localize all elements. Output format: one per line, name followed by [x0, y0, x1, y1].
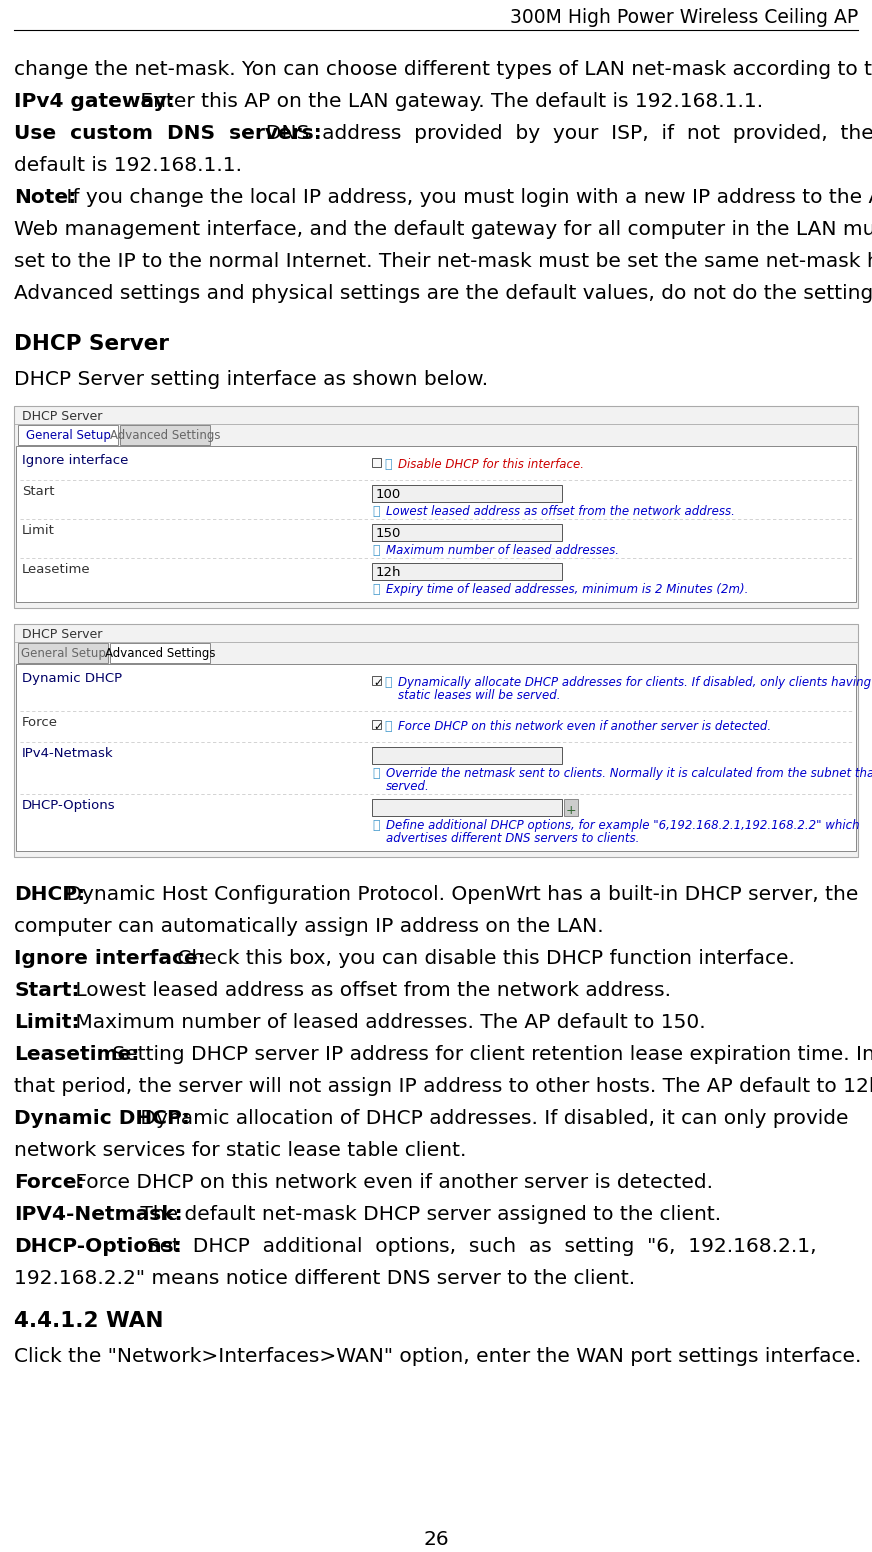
Text: that period, the server will not assign IP address to other hosts. The AP defaul: that period, the server will not assign … [14, 1077, 872, 1096]
FancyBboxPatch shape [14, 624, 858, 857]
Text: Dynamic DHCP:: Dynamic DHCP: [14, 1110, 190, 1128]
Text: Limit:: Limit: [14, 1013, 79, 1032]
Text: +: + [566, 804, 576, 816]
Text: default is 192.168.1.1.: default is 192.168.1.1. [14, 157, 242, 175]
Text: ⓘ: ⓘ [384, 677, 392, 689]
Text: Set  DHCP  additional  options,  such  as  setting  "6,  192.168.2.1,: Set DHCP additional options, such as set… [133, 1237, 816, 1256]
Text: served.: served. [386, 781, 430, 793]
Text: computer can automatically assign IP address on the LAN.: computer can automatically assign IP add… [14, 917, 603, 936]
Text: ⓘ: ⓘ [384, 458, 392, 470]
Text: ⓘ: ⓘ [372, 584, 379, 596]
Text: DHCP-Options: DHCP-Options [22, 799, 116, 812]
Text: ⓘ: ⓘ [384, 720, 392, 733]
FancyBboxPatch shape [564, 799, 578, 816]
Text: IPv4-Netmask: IPv4-Netmask [22, 747, 113, 760]
Text: Dynamic allocation of DHCP addresses. If disabled, it can only provide: Dynamic allocation of DHCP addresses. If… [133, 1110, 848, 1128]
Text: DHCP Server: DHCP Server [14, 334, 169, 354]
FancyBboxPatch shape [372, 747, 562, 764]
FancyBboxPatch shape [16, 445, 856, 602]
FancyBboxPatch shape [372, 677, 381, 684]
FancyBboxPatch shape [372, 525, 562, 542]
FancyBboxPatch shape [372, 458, 381, 467]
Text: Dynamic Host Configuration Protocol. OpenWrt has a built-in DHCP server, the: Dynamic Host Configuration Protocol. Ope… [60, 885, 858, 903]
Text: Maximum number of leased addresses.: Maximum number of leased addresses. [386, 545, 619, 557]
Text: IPV4-Netmask:: IPV4-Netmask: [14, 1204, 182, 1225]
FancyBboxPatch shape [18, 425, 118, 445]
Text: Disable DHCP for this interface.: Disable DHCP for this interface. [398, 458, 584, 470]
Text: set to the IP to the normal Internet. Their net-mask must be set the same net-ma: set to the IP to the normal Internet. Th… [14, 251, 872, 272]
Text: General Setup: General Setup [21, 647, 106, 660]
FancyBboxPatch shape [372, 563, 562, 580]
Text: Advanced Settings: Advanced Settings [105, 647, 215, 660]
Text: Ignore interface: Ignore interface [22, 455, 128, 467]
Text: Force DHCP on this network even if another server is detected.: Force DHCP on this network even if anoth… [69, 1173, 713, 1192]
FancyBboxPatch shape [372, 720, 381, 729]
Text: ✓: ✓ [373, 722, 383, 733]
Text: ⓘ: ⓘ [372, 545, 379, 557]
Text: DHCP Server: DHCP Server [22, 629, 102, 641]
Text: 150: 150 [376, 528, 401, 540]
Text: Leasetime:: Leasetime: [14, 1044, 140, 1065]
Text: General Setup: General Setup [25, 428, 111, 441]
Text: Setting DHCP server IP address for client retention lease expiration time. In: Setting DHCP server IP address for clien… [106, 1044, 872, 1065]
FancyBboxPatch shape [372, 799, 562, 816]
Text: Leasetime: Leasetime [22, 563, 91, 576]
Text: Note:: Note: [14, 188, 76, 206]
Text: change the net-mask. Yon can choose different types of LAN net-mask according to: change the net-mask. Yon can choose diff… [14, 61, 872, 79]
Text: Ignore interface:: Ignore interface: [14, 948, 206, 968]
Text: advertises different DNS servers to clients.: advertises different DNS servers to clie… [386, 832, 639, 844]
Text: Use  custom  DNS  servers:: Use custom DNS servers: [14, 124, 322, 143]
Text: ✓: ✓ [373, 678, 383, 688]
Text: IPv4 gateway:: IPv4 gateway: [14, 92, 174, 112]
Text: 300M High Power Wireless Ceiling AP: 300M High Power Wireless Ceiling AP [510, 8, 858, 26]
FancyBboxPatch shape [110, 643, 210, 663]
Text: 4.4.1.2 WAN: 4.4.1.2 WAN [14, 1311, 163, 1332]
Text: ⓘ: ⓘ [372, 767, 379, 781]
FancyBboxPatch shape [120, 425, 210, 445]
FancyBboxPatch shape [372, 484, 562, 501]
Text: Start: Start [22, 484, 54, 498]
Text: Enter this AP on the LAN gateway. The default is 192.168.1.1.: Enter this AP on the LAN gateway. The de… [133, 92, 763, 112]
Text: DHCP Server setting interface as shown below.: DHCP Server setting interface as shown b… [14, 369, 488, 390]
Text: 100: 100 [376, 487, 401, 501]
Text: Override the netmask sent to clients. Normally it is calculated from the subnet : Override the netmask sent to clients. No… [386, 767, 872, 781]
Text: ⓘ: ⓘ [372, 504, 379, 518]
Text: If you change the local IP address, you must login with a new IP address to the : If you change the local IP address, you … [60, 188, 872, 206]
Text: 26: 26 [423, 1530, 449, 1549]
FancyBboxPatch shape [16, 664, 856, 850]
Text: DHCP:: DHCP: [14, 885, 85, 903]
Text: Force: Force [22, 715, 58, 729]
Text: Advanced settings and physical settings are the default values, do not do the se: Advanced settings and physical settings … [14, 284, 872, 303]
Text: Limit: Limit [22, 525, 55, 537]
Text: Define additional DHCP options, for example "6,192.168.2.1,192.168.2.2" which: Define additional DHCP options, for exam… [386, 819, 860, 832]
Text: Start:: Start: [14, 981, 79, 999]
Text: The default net-mask DHCP server assigned to the client.: The default net-mask DHCP server assigne… [133, 1204, 721, 1225]
Text: Force DHCP on this network even if another server is detected.: Force DHCP on this network even if anoth… [398, 720, 771, 733]
FancyBboxPatch shape [18, 643, 108, 663]
Text: Expiry time of leased addresses, minimum is 2 Minutes (2m).: Expiry time of leased addresses, minimum… [386, 584, 748, 596]
Text: Maximum number of leased addresses. The AP default to 150.: Maximum number of leased addresses. The … [69, 1013, 705, 1032]
Text: DHCP Server: DHCP Server [22, 410, 102, 424]
Text: 12h: 12h [376, 566, 401, 579]
Text: Check this box, you can disable this DHCP function interface.: Check this box, you can disable this DHC… [171, 948, 794, 968]
Text: Click the "Network>Interfaces>WAN" option, enter the WAN port settings interface: Click the "Network>Interfaces>WAN" optio… [14, 1347, 862, 1366]
Text: DHCP-Options:: DHCP-Options: [14, 1237, 181, 1256]
Text: ⓘ: ⓘ [372, 819, 379, 832]
Text: 192.168.2.2" means notice different DNS server to the client.: 192.168.2.2" means notice different DNS … [14, 1270, 635, 1288]
Text: Web management interface, and the default gateway for all computer in the LAN mu: Web management interface, and the defaul… [14, 220, 872, 239]
Text: Dynamic DHCP: Dynamic DHCP [22, 672, 122, 684]
FancyBboxPatch shape [14, 407, 858, 608]
Text: Dynamically allocate DHCP addresses for clients. If disabled, only clients havin: Dynamically allocate DHCP addresses for … [398, 677, 871, 689]
Text: DNS  address  provided  by  your  ISP,  if  not  provided,  the: DNS address provided by your ISP, if not… [254, 124, 872, 143]
Text: Lowest leased address as offset from the network address.: Lowest leased address as offset from the… [69, 981, 671, 999]
Text: Lowest leased address as offset from the network address.: Lowest leased address as offset from the… [386, 504, 735, 518]
Text: static leases will be served.: static leases will be served. [398, 689, 561, 702]
Text: Advanced Settings: Advanced Settings [110, 428, 221, 441]
Text: network services for static lease table client.: network services for static lease table … [14, 1141, 467, 1159]
Text: Force:: Force: [14, 1173, 85, 1192]
